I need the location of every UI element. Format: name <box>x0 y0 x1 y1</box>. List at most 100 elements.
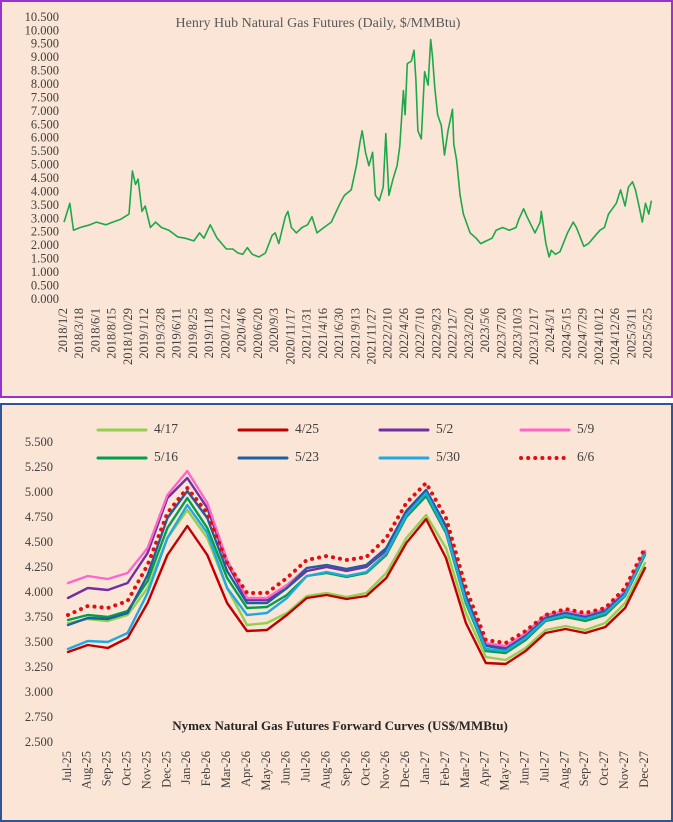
x-tick-label: Jan-26 <box>179 751 193 784</box>
x-tick-label: 2023/2/20 <box>462 308 476 359</box>
y-tick-label: 10.500 <box>25 10 59 24</box>
x-tick-label: Jan-27 <box>418 751 432 784</box>
x-tick-label: 2019/3/28 <box>153 308 167 359</box>
x-tick-label: 2024/10/12 <box>592 308 606 365</box>
x-tick-label: Sep-27 <box>577 751 591 786</box>
x-tick-label: 2023/12/17 <box>527 308 541 365</box>
y-tick-label: 3.750 <box>25 610 53 624</box>
y-tick-label: 1.000 <box>31 265 59 279</box>
x-tick-label: Feb-27 <box>438 751 452 786</box>
x-tick-label: Jul-25 <box>60 751 74 782</box>
x-tick-label: 2024/5/15 <box>559 308 573 359</box>
y-tick-label: 4.250 <box>25 560 53 574</box>
x-tick-label: 2019/11/8 <box>202 308 216 358</box>
y-tick-label: 3.000 <box>31 211 59 225</box>
x-tick-label: Apr-26 <box>239 751 253 787</box>
y-tick-label: 9.000 <box>31 50 59 64</box>
x-tick-label: Apr-27 <box>478 751 492 787</box>
y-tick-label: 4.750 <box>25 510 53 524</box>
curve-line <box>66 517 647 666</box>
x-tick-label: Aug-25 <box>80 751 94 789</box>
legend-label: 4/17 <box>154 421 178 436</box>
x-tick-label: Jun-27 <box>518 751 532 785</box>
x-tick-label: Oct-25 <box>120 751 134 786</box>
x-tick-label: Mar-26 <box>219 751 233 788</box>
x-tick-label: 2019/8/25 <box>186 308 200 359</box>
x-tick-label: Jul-26 <box>299 751 313 782</box>
x-tick-label: 2022/12/7 <box>446 308 460 359</box>
chart-title: Henry Hub Natural Gas Futures (Daily, $/… <box>176 16 461 31</box>
x-tick-label: 2023/10/3 <box>511 308 525 359</box>
y-tick-label: 2.750 <box>25 710 53 724</box>
x-tick-label: 2018/10/29 <box>121 308 135 365</box>
x-tick-label: 2021/1/31 <box>300 308 314 359</box>
y-tick-label: 2.000 <box>31 238 59 252</box>
x-tick-label: 2019/6/11 <box>170 308 184 358</box>
x-tick-label: Nov-25 <box>139 751 153 789</box>
y-tick-label: 5.500 <box>25 435 53 449</box>
curve-line <box>66 481 647 645</box>
y-tick-label: 6.000 <box>31 131 59 145</box>
x-tick-label: Oct-26 <box>358 751 372 786</box>
x-tick-label: Mar-27 <box>458 751 472 788</box>
y-tick-label: 9.500 <box>31 37 59 51</box>
y-tick-label: 5.250 <box>25 460 53 474</box>
legend-label: 5/23 <box>295 449 319 464</box>
x-tick-label: May-27 <box>498 751 512 791</box>
y-tick-label: 4.000 <box>31 184 59 198</box>
x-tick-label: 2024/7/29 <box>576 308 590 359</box>
x-tick-label: 2020/9/3 <box>267 308 281 352</box>
legend-label: 4/25 <box>295 421 319 436</box>
y-tick-label: 2.500 <box>31 225 59 239</box>
y-tick-label: 8.000 <box>31 77 59 91</box>
x-tick-label: 2018/8/15 <box>105 308 119 359</box>
x-tick-label: 2020/6/20 <box>251 308 265 359</box>
legend-label: 5/30 <box>436 449 460 464</box>
y-tick-label: 3.000 <box>25 685 53 699</box>
legend-label: 5/9 <box>577 421 595 436</box>
x-tick-label: 2020/11/17 <box>283 308 297 364</box>
x-tick-label: 2025/3/11 <box>624 308 638 358</box>
y-tick-label: 10.000 <box>25 23 59 37</box>
legend-label: 6/6 <box>577 449 595 464</box>
y-tick-label: 7.000 <box>31 104 59 118</box>
legend-label: 5/2 <box>436 421 453 436</box>
x-tick-label: 2020/4/6 <box>235 308 249 352</box>
x-tick-label: 2018/1/2 <box>56 308 70 352</box>
y-tick-label: 5.000 <box>31 158 59 172</box>
y-tick-label: 0.000 <box>31 292 59 306</box>
x-tick-label: Aug-27 <box>557 751 571 789</box>
x-tick-label: 2021/4/16 <box>316 308 330 359</box>
x-tick-label: Feb-26 <box>199 751 213 786</box>
x-tick-label: 2020/1/22 <box>218 308 232 359</box>
x-tick-label: Jun-26 <box>279 751 293 785</box>
curve-line <box>66 488 647 651</box>
y-tick-label: 1.500 <box>31 252 59 266</box>
x-tick-label: 2024/12/26 <box>608 308 622 365</box>
y-tick-label: 0.500 <box>31 278 59 292</box>
y-tick-label: 5.000 <box>25 485 53 499</box>
curve-line <box>66 491 647 653</box>
price-line <box>63 38 653 258</box>
x-tick-label: Aug-26 <box>319 751 333 789</box>
x-tick-label: 2024/3/1 <box>543 308 557 352</box>
y-tick-label: 4.000 <box>25 585 53 599</box>
y-tick-label: 5.500 <box>31 144 59 158</box>
x-tick-label: 2018/6/1 <box>88 308 102 352</box>
x-tick-label: 2023/7/20 <box>494 308 508 359</box>
y-tick-label: 3.250 <box>25 660 53 674</box>
x-tick-label: Jul-27 <box>537 751 551 782</box>
x-tick-label: Oct-27 <box>597 751 611 786</box>
x-tick-label: 2021/9/13 <box>348 308 362 359</box>
legend-label: 5/16 <box>154 449 178 464</box>
x-tick-label: 2021/11/27 <box>364 308 378 364</box>
x-tick-label: Dec-26 <box>398 751 412 788</box>
y-tick-label: 7.500 <box>31 90 59 104</box>
x-tick-label: 2022/7/10 <box>413 308 427 359</box>
x-tick-label: 2021/6/30 <box>332 308 346 359</box>
x-tick-label: Dec-27 <box>637 751 651 788</box>
x-tick-label: 2023/5/6 <box>478 308 492 352</box>
y-tick-label: 2.500 <box>25 735 53 749</box>
y-tick-label: 3.500 <box>31 198 59 212</box>
